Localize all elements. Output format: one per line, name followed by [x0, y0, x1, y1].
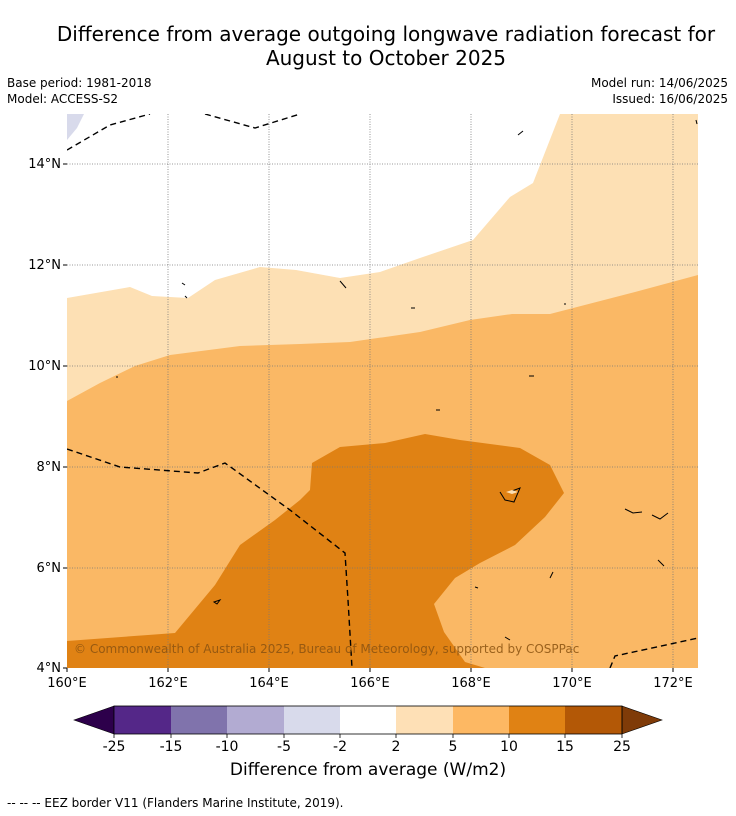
colorbar-tick-3: -5 [277, 739, 291, 755]
title-line-1: Difference from average outgoing longwav… [56, 22, 716, 46]
x-tick-170: 170°E [552, 676, 592, 691]
x-tick-166: 166°E [350, 676, 390, 691]
y-tick-12n: 12°N [28, 258, 61, 273]
colorbar-tick-0: -25 [103, 739, 126, 755]
colorbar-tick-6: 5 [449, 739, 458, 755]
y-tick-10n: 10°N [28, 359, 61, 374]
colorbar-tick-2: -10 [216, 739, 239, 755]
colorbar-seg-8 [565, 706, 622, 734]
x-tick-162: 162°E [148, 676, 188, 691]
colorbar-tick-1: -15 [160, 739, 183, 755]
x-tick-marks [66, 668, 674, 672]
y-tick-6n: 6°N [37, 561, 62, 576]
colorbar-extend-low [73, 705, 115, 735]
title-line-2: August to October 2025 [265, 46, 507, 70]
x-tick-172: 172°E [653, 676, 693, 691]
model-run: Model run: 14/06/2025 [590, 76, 728, 90]
colorbar-tick-4: -2 [333, 739, 347, 755]
eez-border [67, 114, 698, 668]
band-neg5-neg2 [67, 114, 84, 140]
colorbar-tick-9: 25 [613, 739, 631, 755]
copyright-text: © Commonwealth of Australia 2025, Bureau… [74, 642, 579, 656]
band-neutral [67, 114, 560, 298]
base-period: Base period: 1981-2018 [7, 76, 152, 90]
eez-footnote: -- -- -- EEZ border V11 (Flanders Marine… [7, 796, 344, 810]
map-area [67, 114, 698, 668]
meta-left: Base period: 1981-2018 Model: ACCESS-S2 [7, 75, 152, 107]
x-tick-164: 164°E [249, 676, 289, 691]
colorbar-seg-0 [114, 706, 171, 734]
colorbar-seg-7 [509, 706, 565, 734]
x-tick-168: 168°E [451, 676, 491, 691]
colorbar-seg-2 [227, 706, 284, 734]
chart-title: Difference from average outgoing longwav… [0, 22, 736, 70]
island-patch [506, 490, 518, 494]
colorbar-seg-6 [453, 706, 509, 734]
colorbar-tick-8: 15 [556, 739, 574, 755]
islands [116, 119, 698, 641]
colorbar: -25 -15 -10 -5 -2 2 5 10 15 25 [73, 705, 663, 755]
model-name: Model: ACCESS-S2 [7, 92, 119, 106]
colorbar-tick-7: 10 [500, 739, 518, 755]
x-tick-160: 160°E [47, 676, 87, 691]
y-tick-14n: 14°N [28, 157, 61, 172]
colorbar-title: Difference from average (W/m2) [229, 760, 507, 780]
colorbar-seg-4 [340, 706, 396, 734]
gridlines [67, 114, 698, 668]
colorbar-seg-1 [171, 706, 227, 734]
colorbar-seg-3 [284, 706, 340, 734]
colorbar-extend-high [621, 705, 663, 735]
colorbar-frame [113, 705, 623, 735]
y-tick-4n: 4°N [37, 661, 62, 676]
meta-right: Model run: 14/06/2025 Issued: 16/06/2025 [591, 75, 728, 107]
y-tick-8n: 8°N [37, 460, 62, 475]
y-tick-marks [63, 163, 67, 669]
issued-date: Issued: 16/06/2025 [612, 92, 728, 106]
colorbar-tick-5: 2 [392, 739, 401, 755]
band-10-15 [67, 434, 564, 668]
colorbar-seg-5 [396, 706, 453, 734]
